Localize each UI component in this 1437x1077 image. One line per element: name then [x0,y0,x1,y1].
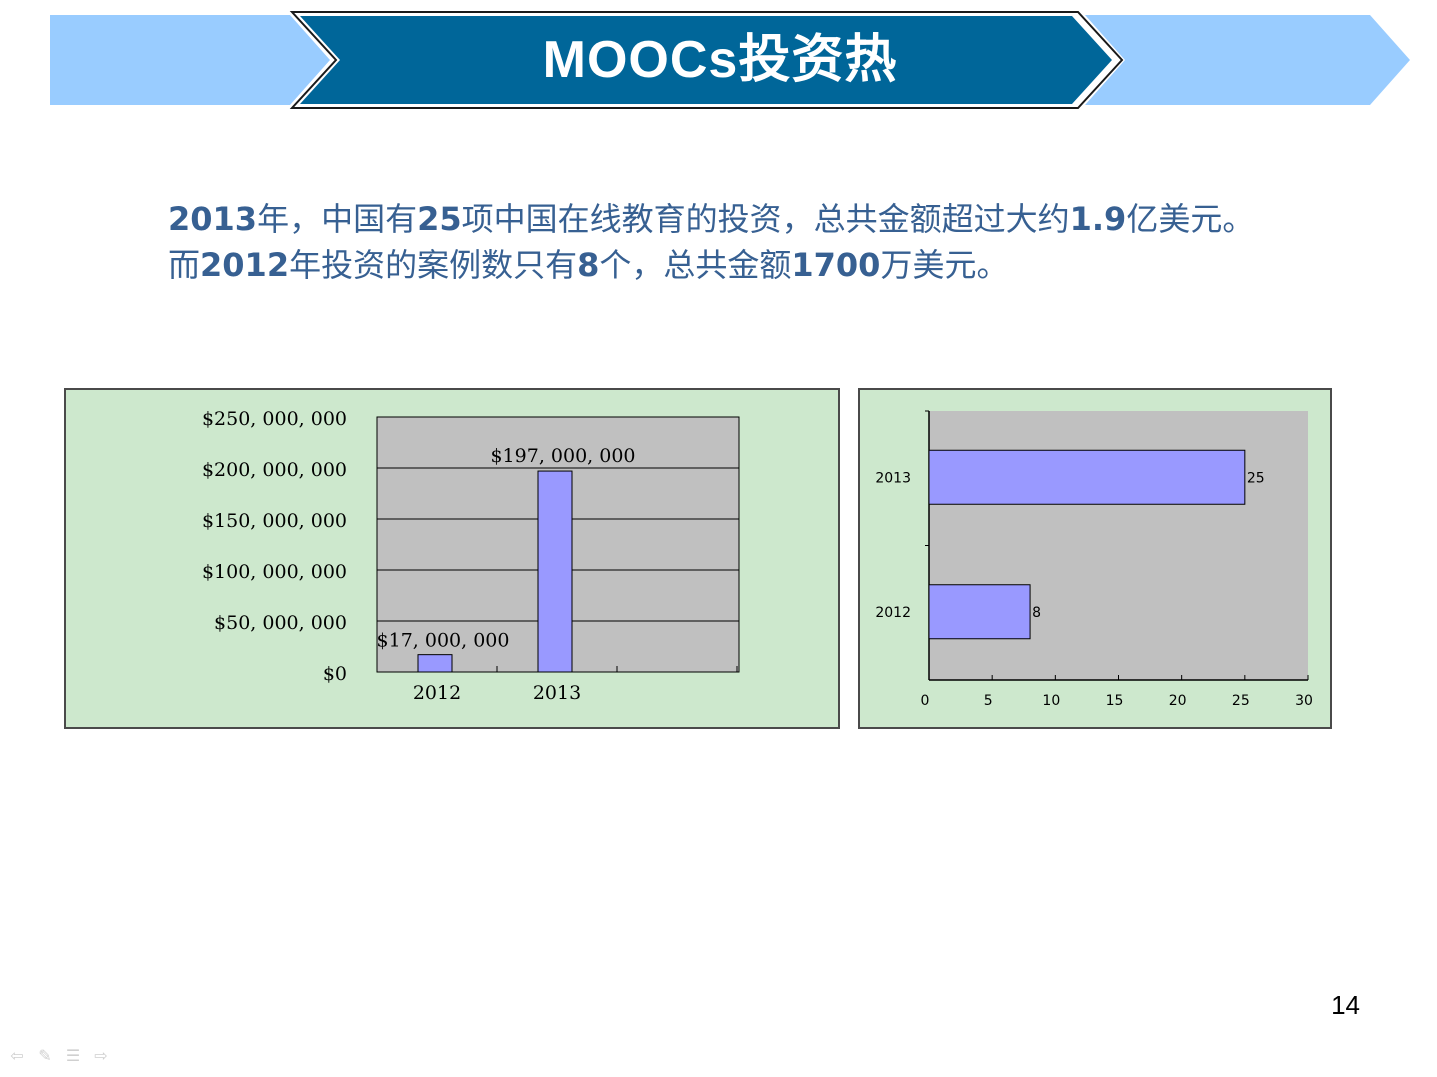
x-tick-label: 20 [1169,693,1187,709]
x-tick-label: 15 [1106,693,1124,709]
body-text: 2013年，中国有25项中国在线教育的投资，总共金额超过大约1.9亿美元。 而2… [168,196,1388,288]
bar-2013 [537,470,573,673]
x-tick-label: 25 [1232,693,1250,709]
back-arrow-icon[interactable]: ⇦ [10,1046,24,1065]
body-text-run: 1.9 [1069,200,1127,238]
body-text-run: 1700 [791,246,881,284]
body-line-1: 2013年，中国有25项中国在线教育的投资，总共金额超过大约1.9亿美元。 [168,196,1388,242]
x-tick-label: 10 [1042,693,1060,709]
x-tick-label: 0 [921,693,930,709]
banner-center-chevron [300,16,1112,104]
bar-data-label: 25 [1247,470,1265,486]
y-tick-label: $100, 000, 000 [202,561,347,583]
amount-bar-chart: $0 $50, 000, 000 $100, 000, 000 $150, 000, … [202,408,740,704]
title-banner [50,11,1410,109]
x-tick-label: 30 [1295,693,1313,709]
banner-right-chevron [1085,15,1410,105]
body-text-run: 25 [417,200,462,238]
bar-2013 [928,449,1246,505]
menu-icon[interactable]: ☰ [65,1046,81,1065]
x-category-label: 2012 [413,682,461,704]
y-tick-label: $150, 000, 000 [202,510,347,532]
slide-title: MOOCs投资热 [542,31,898,89]
bar-data-label: 8 [1032,605,1041,621]
body-text-run: 8 [577,246,600,284]
body-text-run: 2013 [168,200,258,238]
x-tick-label: 5 [984,693,993,709]
body-text-run: 项中国在线教育的投资，总共金额超过大约 [461,200,1070,238]
y-tick-label: $50, 000, 000 [214,612,347,634]
y-tick-label: $200, 000, 000 [202,459,347,481]
y-tick-label: $250, 000, 000 [202,408,347,430]
body-text-run: 2012 [200,246,290,284]
page-number: 14 [1331,990,1360,1020]
body-text-run: 而 [168,246,201,284]
bar-data-label: $17, 000, 000 [377,630,510,652]
banner-left-chevron [50,15,330,105]
bar-data-label: $197, 000, 000 [490,445,635,467]
body-text-run: 个，总共金额 [599,246,792,284]
body-text-run: 亿美元。 [1126,200,1255,238]
slideshow-nav-controls: ⇦ ✎ ☰ ⇨ [6,1046,112,1066]
x-category-label: 2013 [533,682,581,704]
bar-2012 [417,654,453,673]
amount-chart-panel: $0 $50, 000, 000 $100, 000, 000 $150, 000, … [64,388,840,729]
y-tick-label: $0 [323,663,347,685]
body-text-run: 万美元。 [880,246,1009,284]
body-text-run: 年，中国有 [257,200,418,238]
body-line-2: 而2012年投资的案例数只有8个，总共金额1700万美元。 [168,242,1388,288]
y-category-label: 2013 [875,470,911,486]
y-category-label: 2012 [875,605,911,621]
forward-arrow-icon[interactable]: ⇨ [94,1046,108,1065]
bar-2012 [928,584,1031,640]
pen-icon[interactable]: ✎ [38,1046,52,1065]
count-bar-chart: 0 5 10 15 20 25 30 2013 25 2012 8 [875,410,1313,709]
count-chart-panel: 0 5 10 15 20 25 30 2013 25 2012 8 [858,388,1332,729]
body-text-run: 年投资的案例数只有 [289,246,578,284]
